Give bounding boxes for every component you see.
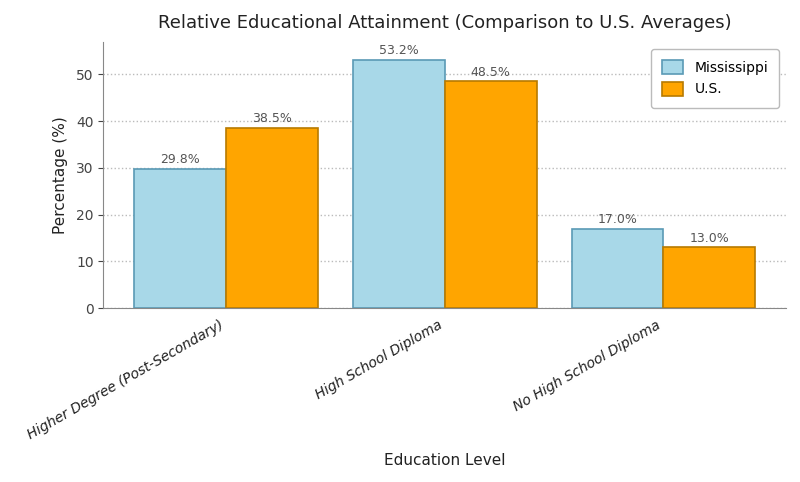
Text: 29.8%: 29.8% xyxy=(161,153,200,166)
Text: 53.2%: 53.2% xyxy=(379,44,418,57)
Text: 13.0%: 13.0% xyxy=(690,231,729,244)
Legend: Mississippi, U.S.: Mississippi, U.S. xyxy=(651,49,779,107)
Text: 48.5%: 48.5% xyxy=(470,66,510,79)
Bar xyxy=(226,128,318,308)
Text: 38.5%: 38.5% xyxy=(252,112,292,125)
Bar xyxy=(134,169,226,308)
Bar xyxy=(353,60,445,308)
Title: Relative Educational Attainment (Comparison to U.S. Averages): Relative Educational Attainment (Compari… xyxy=(158,14,731,32)
Bar xyxy=(571,228,663,308)
Bar xyxy=(663,247,755,308)
Text: 17.0%: 17.0% xyxy=(598,213,638,226)
Bar xyxy=(445,81,537,308)
Y-axis label: Percentage (%): Percentage (%) xyxy=(53,116,68,234)
X-axis label: Education Level: Education Level xyxy=(384,453,506,468)
